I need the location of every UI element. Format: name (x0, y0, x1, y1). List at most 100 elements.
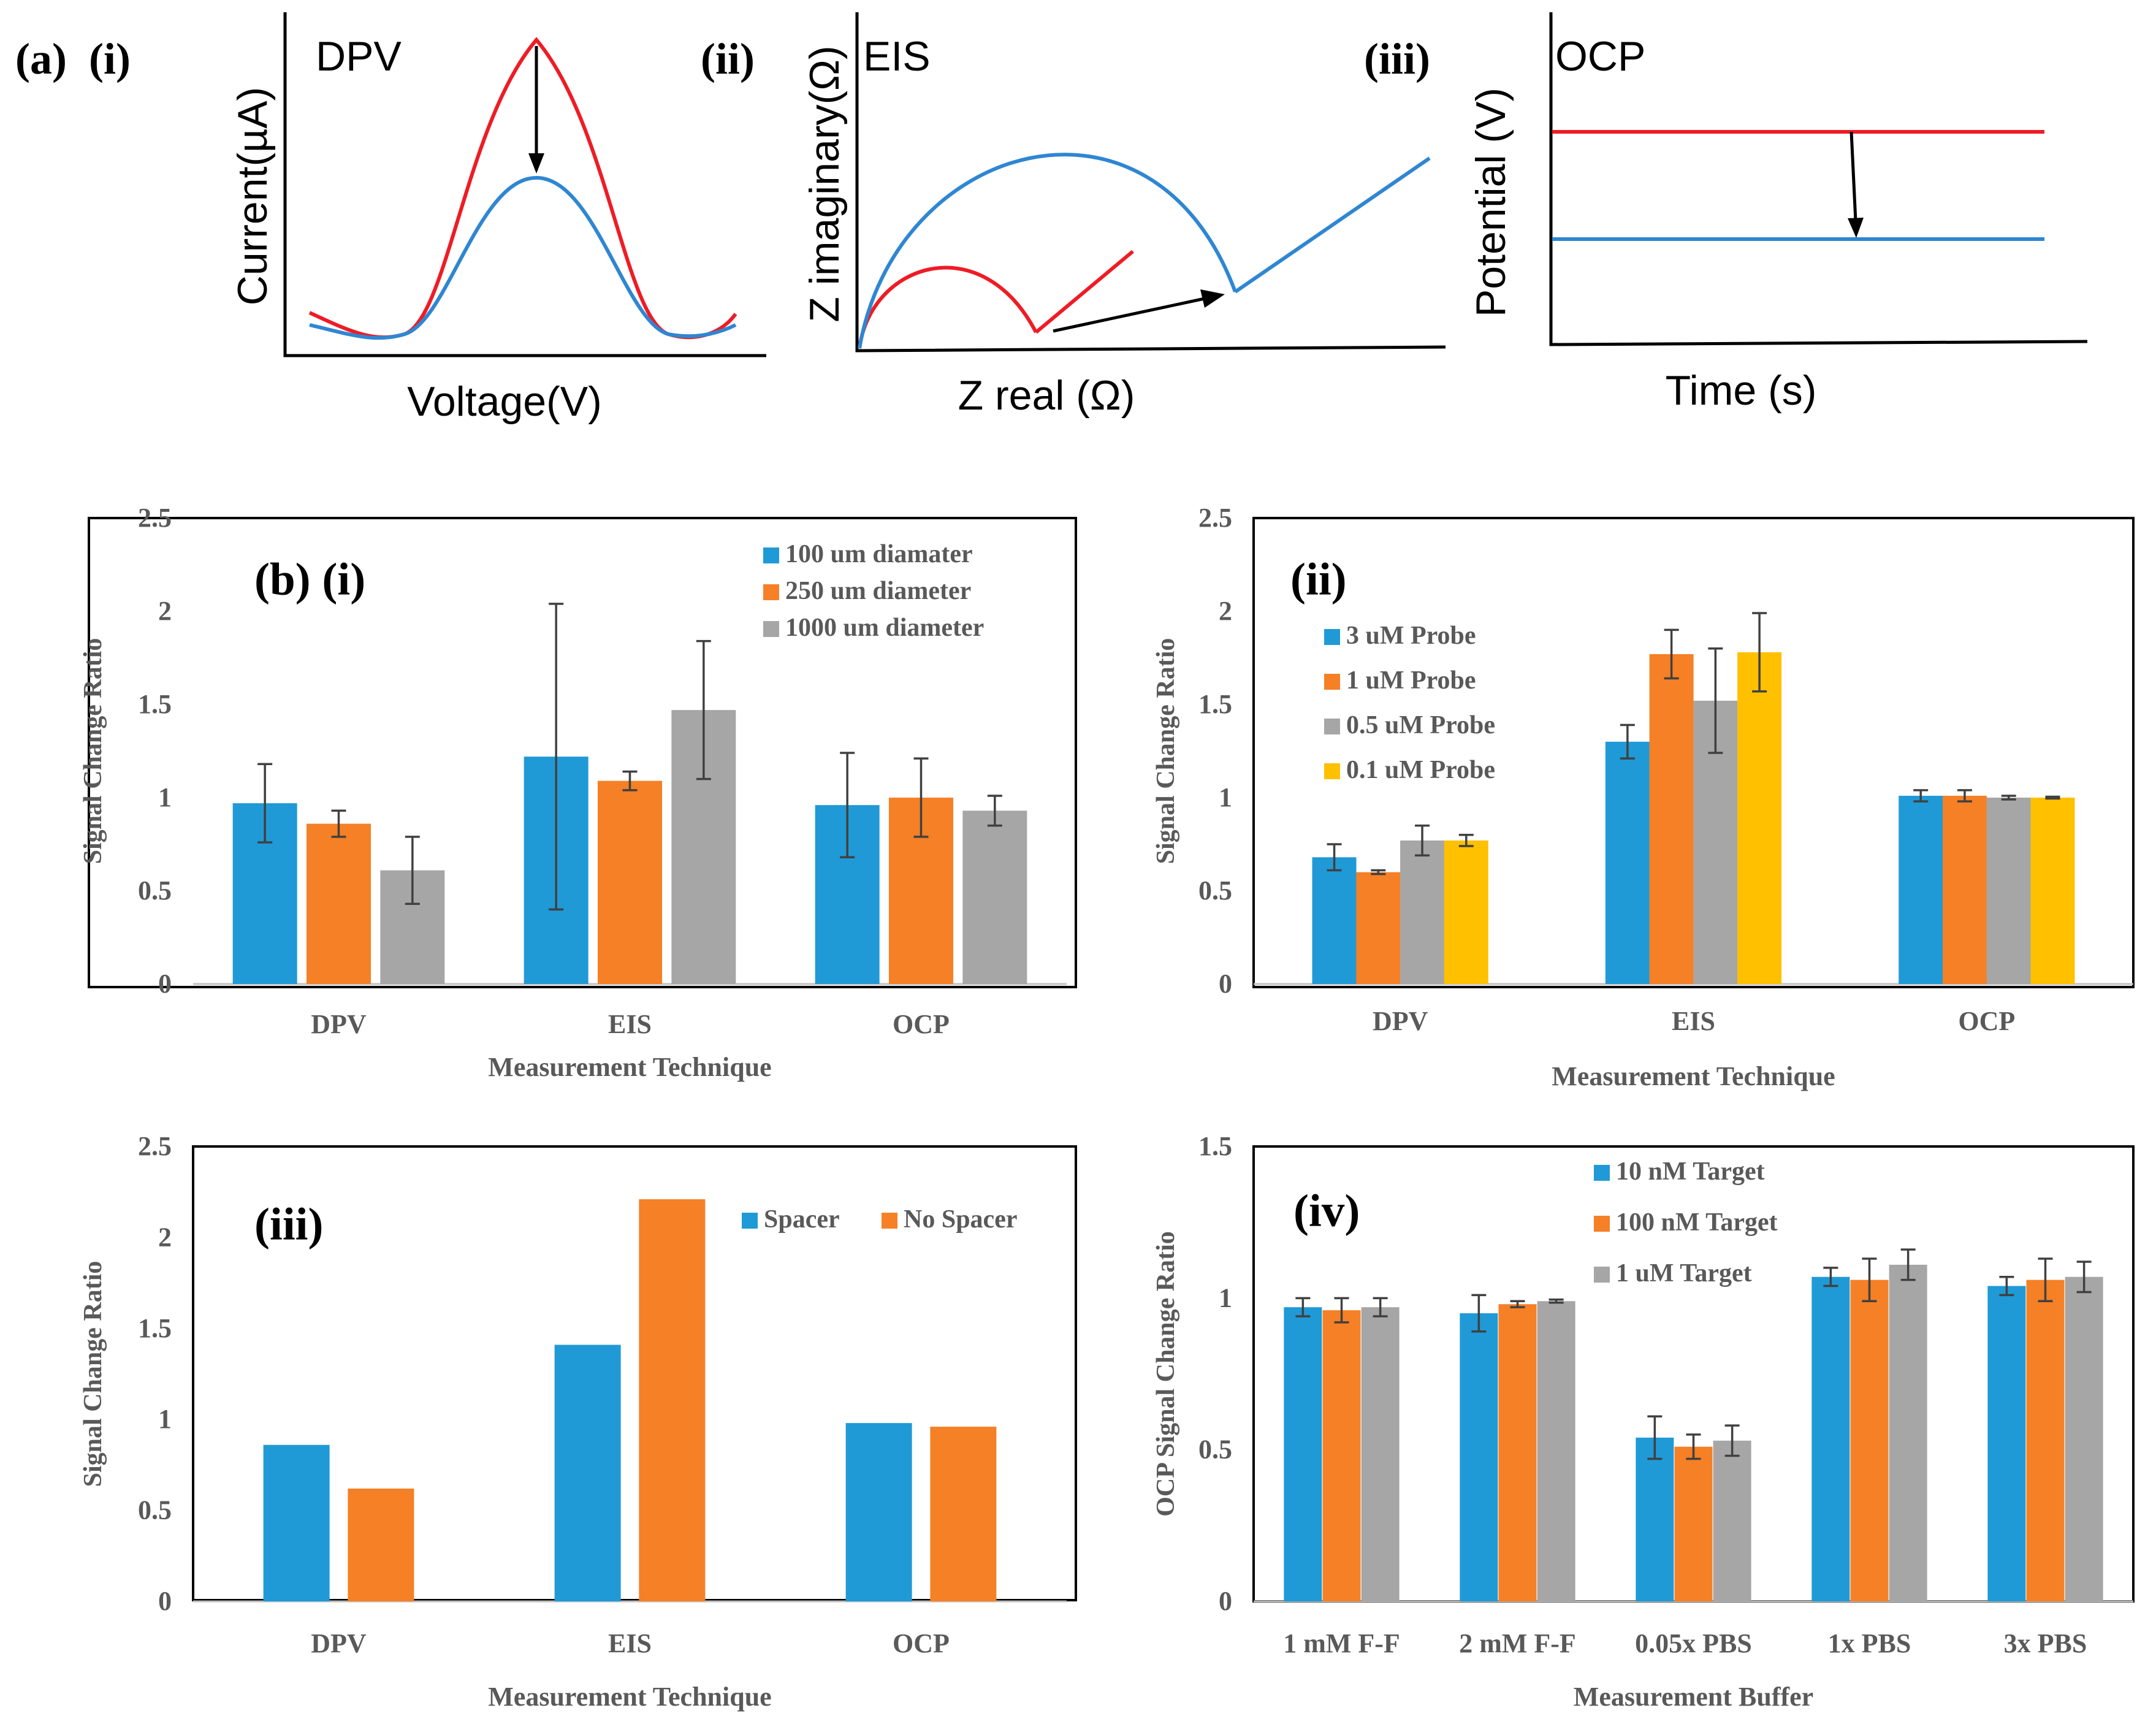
chart-legend: 10 nM Target 100 nM Target 1 uM Target (1594, 1158, 1778, 1287)
x-tick-label: OCP (893, 1009, 950, 1039)
bar (307, 823, 371, 984)
bar (845, 1423, 912, 1601)
dpv-title: DPV (316, 33, 402, 80)
legend-swatch (1594, 1267, 1610, 1283)
y-tick-label: 0.5 (138, 1495, 172, 1525)
legend-swatch (1324, 763, 1340, 779)
y-tick-label: 1.5 (1198, 1131, 1232, 1161)
y-tick-label: 2 (158, 1222, 172, 1252)
eis-title: EIS (863, 33, 931, 80)
legend-label: 1 uM Probe (1346, 666, 1476, 695)
y-tick-label: 0.5 (1198, 1435, 1232, 1465)
bar (1889, 1264, 1927, 1601)
y-tick-label: 0.5 (1198, 875, 1232, 906)
ocp-schematic: OCP Potential (V) Time (s) (1468, 12, 2088, 414)
ocp-title: OCP (1555, 33, 1645, 80)
bar (2026, 1280, 2065, 1601)
eis-ylabel: Z imaginary(Ω) (801, 45, 848, 322)
bar (2065, 1276, 2103, 1601)
y-axis-label: Signal Change Ratio (79, 638, 107, 864)
panel-a-label: (a) (15, 34, 67, 83)
x-axis-label: Measurement Technique (488, 1052, 771, 1082)
dpv-xlabel: Voltage(V) (407, 378, 602, 425)
y-tick-label: 0 (158, 1586, 172, 1616)
legend-label: Spacer (764, 1205, 840, 1234)
chart-panel-label: (b) (i) (254, 554, 365, 605)
y-tick-label: 1.5 (138, 1313, 172, 1343)
x-tick-label: OCP (893, 1628, 950, 1658)
bar (962, 811, 1027, 984)
legend-swatch (1324, 719, 1340, 734)
y-tick-label: 0.5 (138, 875, 172, 906)
y-tick-label: 0 (1219, 1586, 1232, 1616)
x-tick-label: 1 mM F-F (1283, 1628, 1400, 1658)
eis-red-tail (1035, 250, 1134, 334)
bar (554, 1344, 621, 1601)
bar (639, 1199, 706, 1601)
bar (1986, 798, 2031, 984)
legend-label: 1000 um diameter (785, 614, 984, 642)
y-tick-label: 0 (1219, 969, 1232, 999)
bar (1850, 1280, 1889, 1601)
bar (1649, 654, 1694, 984)
eis-arrow-line (1053, 297, 1205, 333)
chart-frame (192, 1145, 1077, 1601)
bar (1361, 1307, 1400, 1601)
legend-label: 250 um diameter (785, 577, 971, 605)
ocp-xlabel: Time (s) (1666, 367, 1817, 414)
eis-arrow-head-icon (1200, 289, 1225, 308)
eis-axes (855, 12, 1446, 353)
x-tick-label: DPV (311, 1628, 367, 1658)
panel-a-iii-label: (iii) (1364, 34, 1430, 83)
y-tick-label: 1 (158, 782, 172, 812)
y-tick-label: 2.5 (138, 503, 172, 533)
bar (1537, 1301, 1575, 1601)
x-tick-label: EIS (1672, 1006, 1715, 1036)
chart-legend: Spacer No Spacer (742, 1205, 1017, 1234)
chart-frame (1252, 517, 2135, 988)
legend-label: 1 uM Target (1616, 1259, 1752, 1287)
bar (1312, 857, 1357, 984)
bar (1356, 872, 1401, 984)
chart-legend: 3 uM Probe 1 uM Probe 0.5 uM Probe 0.1 uM P… (1324, 622, 1495, 784)
eis-red-semicircle (858, 265, 1038, 349)
y-axis-label: Signal Change Ratio (1152, 638, 1180, 864)
x-tick-label: 2 mM F-F (1459, 1628, 1576, 1658)
dpv-blue-curve (309, 175, 737, 340)
bar (1811, 1276, 1850, 1601)
legend-swatch (763, 547, 779, 563)
dpv-schematic: DPV Current(µA) Voltage(V) (229, 12, 766, 425)
ocp-arrow-head-icon (1848, 218, 1864, 238)
x-tick-label: DPV (311, 1009, 367, 1039)
bar (1713, 1440, 1751, 1601)
dpv-ylabel: Current(µA) (229, 87, 276, 306)
chart-panel-label: (iii) (254, 1199, 323, 1250)
bar (1444, 840, 1488, 984)
y-tick-label: 1 (1219, 1283, 1232, 1313)
legend-label: 100 nM Target (1616, 1208, 1778, 1237)
bar (930, 1427, 997, 1601)
x-axis-label: Measurement Buffer (1574, 1682, 1813, 1712)
legend-swatch (763, 584, 779, 600)
bar (1605, 741, 1650, 984)
bar (1737, 652, 1782, 984)
bar (1942, 795, 1987, 984)
x-axis-label: Measurement Technique (488, 1682, 771, 1712)
chart-panel-label: (iv) (1293, 1186, 1360, 1237)
eis-blue-tail (1234, 156, 1431, 294)
x-axis-label: Measurement Technique (1552, 1061, 1835, 1091)
eis-schematic: EIS Z imaginary(Ω) Z real (Ω) (801, 12, 1446, 419)
bar (263, 1444, 330, 1601)
ocp-ylabel: Potential (V) (1468, 88, 1514, 317)
chart-legend: 100 um diamater 250 um diameter 1000 um di… (763, 540, 984, 642)
bar (1284, 1307, 1322, 1601)
x-tick-label: EIS (608, 1628, 652, 1658)
chart-frame (88, 517, 1077, 988)
y-tick-label: 2.5 (138, 1131, 172, 1161)
chart-b-iv: 0 0.5 1 1.5 OCP Signal Change Ratio Measureme… (1152, 1131, 2135, 1712)
legend-swatch (1324, 629, 1340, 645)
bar (1322, 1310, 1361, 1601)
bar (348, 1488, 414, 1601)
x-tick-label: 1x PBS (1828, 1628, 1911, 1658)
